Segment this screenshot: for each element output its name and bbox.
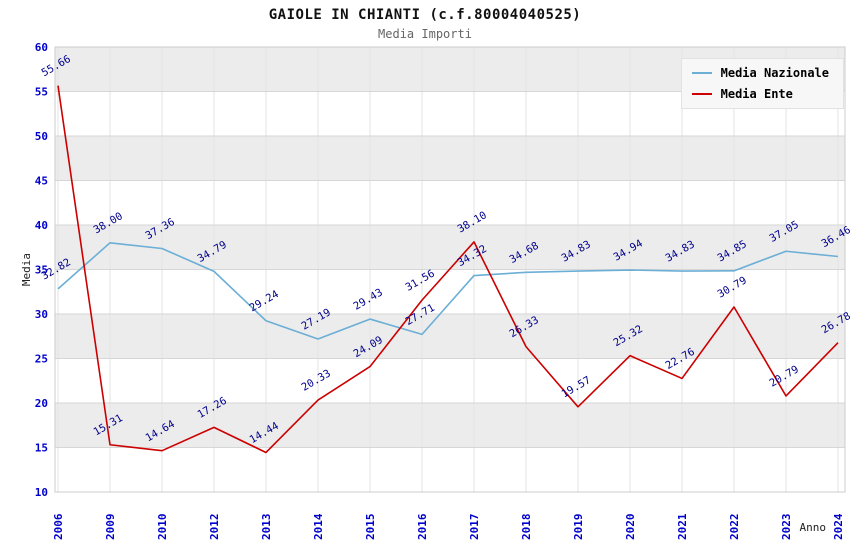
chart-legend: Media Nazionale Media Ente [680, 58, 844, 109]
x-axis-tick-label: 2023 [780, 514, 793, 541]
x-axis-tick-label: 2014 [312, 513, 325, 540]
plot-band [55, 225, 845, 270]
series-line [57, 242, 839, 340]
y-axis-tick-label: 15 [35, 442, 48, 455]
x-axis-tick-label: 2013 [260, 514, 273, 541]
plot-band [55, 136, 845, 181]
y-axis-tick-label: 25 [35, 353, 48, 366]
x-axis-tick-label: 2020 [624, 514, 637, 541]
x-axis-title: Anno [800, 521, 827, 534]
y-axis-tick-label: 50 [35, 130, 48, 143]
plot-band [55, 447, 845, 492]
x-axis-tick-label: 2010 [156, 514, 169, 541]
y-axis-tick-label: 40 [35, 219, 48, 232]
x-axis-tick-label: 2022 [728, 514, 741, 541]
x-axis-tick-label: 2018 [520, 514, 533, 541]
plot-border [54, 46, 846, 493]
legend-item-media-nazionale: Media Nazionale [691, 66, 829, 80]
chart-title: GAIOLE IN CHIANTI (c.f.80004040525) [268, 7, 582, 23]
y-axis-tick-label: 45 [35, 175, 48, 188]
y-axis-title: Media [20, 253, 33, 286]
plot-band [55, 358, 845, 403]
y-axis-tick-label: 30 [35, 308, 48, 321]
x-axis-tick-label: 2009 [104, 514, 117, 541]
legend-swatch-media-ente [691, 93, 712, 95]
plot-band [55, 314, 845, 359]
y-axis-tick-label: 35 [35, 264, 48, 277]
x-axis-tick-label: 2017 [468, 514, 481, 541]
series-line [57, 85, 839, 454]
x-axis-tick-label: 2016 [416, 513, 429, 540]
x-axis-tick-label: 2006 [52, 513, 65, 540]
x-axis-tick-label: 2021 [676, 513, 689, 540]
x-axis-tick-label: 2015 [364, 514, 377, 541]
legend-label-media-nazionale: Media Nazionale [720, 66, 829, 80]
y-axis-tick-label: 60 [35, 41, 48, 54]
legend-label-media-ente: Media Ente [720, 87, 793, 101]
chart-subtitle: Media Importi [378, 27, 472, 41]
plot-band [55, 269, 845, 314]
x-axis-tick-label: 2012 [208, 514, 221, 541]
y-axis-tick-label: 20 [35, 397, 48, 410]
x-axis-tick-label: 2024 [832, 513, 845, 540]
legend-item-media-ente: Media Ente [691, 87, 829, 101]
y-axis-tick-label: 10 [35, 486, 48, 499]
x-axis-tick-label: 2019 [572, 514, 585, 541]
plot-band [55, 180, 845, 225]
y-axis-tick-label: 55 [35, 86, 48, 99]
legend-swatch-media-nazionale [691, 72, 712, 74]
